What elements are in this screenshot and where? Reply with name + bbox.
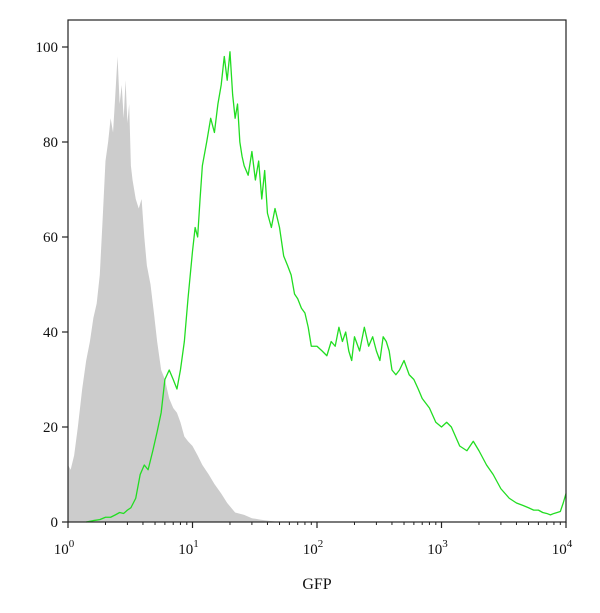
y-tick-label: 60: [43, 230, 58, 246]
x-axis-label: GFP: [302, 576, 331, 593]
series-line-1: [86, 51, 567, 523]
y-tick-label: 80: [43, 135, 58, 151]
y-tick-label: 40: [43, 325, 58, 341]
x-tick-label: 104: [552, 538, 573, 558]
y-tick-label: 20: [43, 420, 58, 436]
y-tick-label: 100: [36, 40, 59, 56]
x-tick-label: 103: [427, 538, 448, 558]
series-area-0: [68, 56, 280, 522]
y-tick-label: 0: [51, 515, 59, 531]
tick-layer: 0 20 40 60 80 100 100 101 102 103 104: [36, 40, 573, 558]
series-layer: [68, 51, 567, 523]
x-tick-label: 101: [178, 538, 199, 558]
x-tick-label: 100: [54, 538, 75, 558]
x-tick-label: 102: [303, 538, 324, 558]
